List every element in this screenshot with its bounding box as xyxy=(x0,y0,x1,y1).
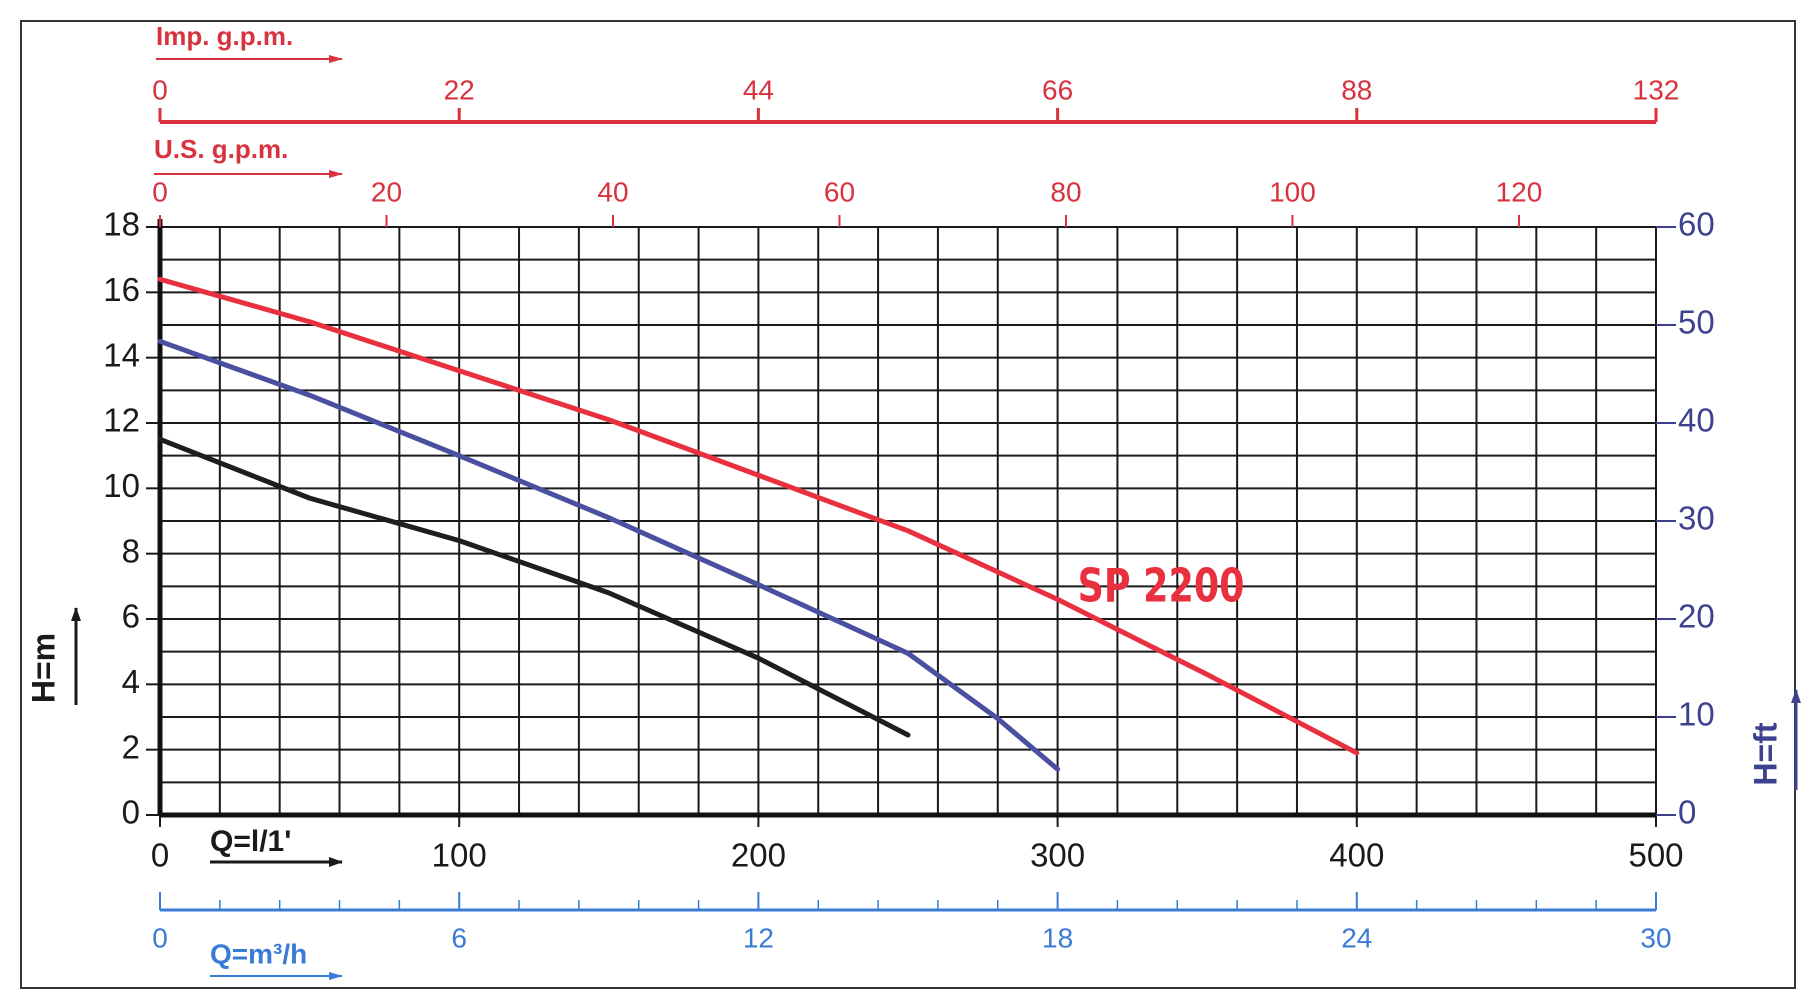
series-label: SP 2200 xyxy=(1078,560,1245,613)
y2-tick-label: 50 xyxy=(1678,304,1715,341)
y-tick-label: 16 xyxy=(103,271,140,308)
y-axis-title: H=m xyxy=(25,633,61,703)
x-tick-label: 400 xyxy=(1329,837,1384,874)
y-tick-label: 18 xyxy=(103,206,140,243)
us-axis-tick-label: 80 xyxy=(1050,176,1081,207)
x-tick-label: 300 xyxy=(1030,837,1085,874)
bottom-axis-title: Q=m³/h xyxy=(210,938,307,969)
bottom-axis-tick-label: 6 xyxy=(451,922,467,953)
y-tick-label: 4 xyxy=(122,663,140,700)
y2-tick-label: 60 xyxy=(1678,206,1715,243)
us-axis-tick-label: 0 xyxy=(152,176,168,207)
x-tick-label: 0 xyxy=(151,837,169,874)
bottom-axis-tick-label: 0 xyxy=(152,922,168,953)
y-tick-label: 0 xyxy=(122,794,140,831)
top-axis-title: Imp. g.p.m. xyxy=(156,21,293,51)
y2-tick-label: 20 xyxy=(1678,598,1715,635)
frame xyxy=(20,20,1796,989)
us-axis-title: U.S. g.p.m. xyxy=(154,134,288,164)
curve xyxy=(157,338,1061,772)
y2-tick-label: 0 xyxy=(1678,794,1696,831)
bottom-axis-tick-label: 30 xyxy=(1640,922,1671,953)
y-tick-label: 8 xyxy=(122,532,140,569)
top-axis-tick-label: 0 xyxy=(152,74,168,105)
y-tick-label: 2 xyxy=(122,728,140,765)
bottom-axis-tick-label: 18 xyxy=(1042,922,1073,953)
y2-tick-label: 30 xyxy=(1678,500,1715,537)
y-tick-label: 6 xyxy=(122,598,140,635)
y2-axis-title: H=ft xyxy=(1747,722,1783,785)
bottom-axis-tick-label: 12 xyxy=(743,922,774,953)
us-axis-tick-label: 20 xyxy=(371,176,402,207)
y2-tick-label: 40 xyxy=(1678,402,1715,439)
bottom-axis-tick-label: 24 xyxy=(1341,922,1372,953)
x-axis-title: Q=l/1' xyxy=(210,825,291,858)
top-axis-tick-label: 22 xyxy=(444,74,475,105)
top-axis-tick-label: 66 xyxy=(1042,74,1073,105)
us-axis-tick-label: 60 xyxy=(824,176,855,207)
x-tick-label: 500 xyxy=(1628,837,1683,874)
us-axis-tick-label: 120 xyxy=(1496,176,1543,207)
top-axis-tick-label: 132 xyxy=(1633,74,1680,105)
us-axis-tick-label: 100 xyxy=(1269,176,1316,207)
top-axis-tick-label: 88 xyxy=(1341,74,1372,105)
y-tick-label: 12 xyxy=(103,402,140,439)
top-axis-tick-label: 44 xyxy=(743,74,774,105)
y-tick-label: 14 xyxy=(103,336,140,373)
y-tick-label: 10 xyxy=(103,467,140,504)
y2-tick-label: 10 xyxy=(1678,696,1715,733)
curve xyxy=(157,436,911,738)
x-tick-label: 100 xyxy=(432,837,487,874)
us-axis-tick-label: 40 xyxy=(597,176,628,207)
x-tick-label: 200 xyxy=(731,837,786,874)
curve xyxy=(157,276,1360,756)
